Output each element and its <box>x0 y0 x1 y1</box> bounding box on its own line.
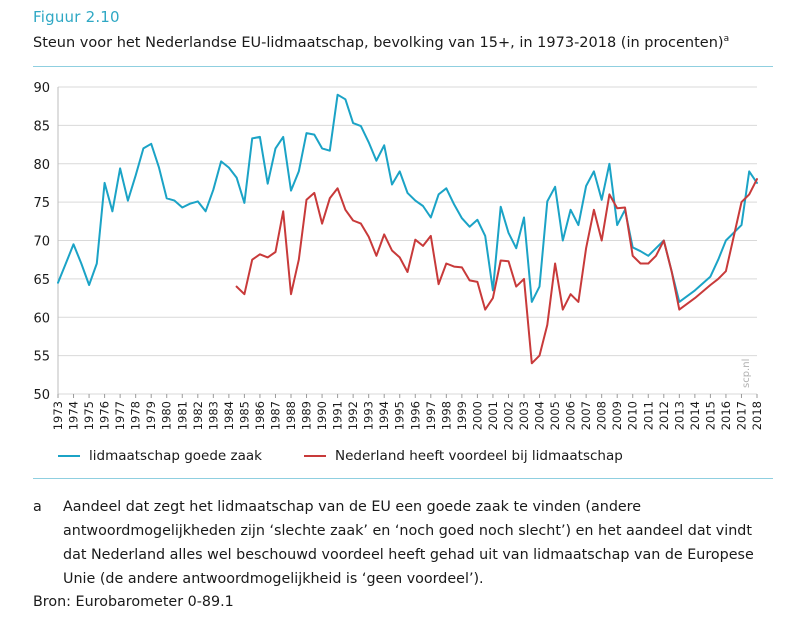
figure-title-text: Steun voor het Nederlandse EU-lidmaatsch… <box>33 34 724 51</box>
source-note: Bron: Eurobarometer 0-89.1 <box>33 594 234 610</box>
x-tick-label: 2018 <box>750 401 764 430</box>
x-tick-label: 1979 <box>144 401 158 430</box>
x-tick-label: 1986 <box>253 401 267 430</box>
x-tick-label: 1982 <box>191 401 205 430</box>
figure-title: Steun voor het Nederlandse EU-lidmaatsch… <box>33 34 778 51</box>
x-tick-label: 1991 <box>331 401 345 430</box>
x-tick-label: 1988 <box>284 401 298 430</box>
y-tick-label: 70 <box>33 235 50 250</box>
y-tick-label: 75 <box>33 196 50 211</box>
y-tick-label: 65 <box>33 273 50 288</box>
x-tick-label: 1977 <box>113 401 127 430</box>
x-tick-label: 2011 <box>641 401 655 430</box>
x-tick-label: 1983 <box>206 401 220 430</box>
title-footnote-mark: a <box>723 34 730 44</box>
legend: lidmaatschap goede zaak Nederland heeft … <box>58 448 665 464</box>
top-rule <box>33 66 773 67</box>
y-tick-label: 55 <box>33 350 50 365</box>
x-tick-label: 1989 <box>300 401 314 430</box>
x-tick-label: 1980 <box>160 401 174 430</box>
x-tick-label: 2013 <box>672 401 686 430</box>
x-tick-label: 2004 <box>533 401 547 430</box>
series-line-2 <box>235 178 758 365</box>
x-tick-label: 1996 <box>408 401 422 430</box>
series-line-1 <box>57 93 758 303</box>
x-tick-label: 2006 <box>564 401 578 430</box>
footnote-text: Aandeel dat zegt het lidmaatschap van de… <box>63 499 754 587</box>
y-tick-label: 50 <box>33 388 50 403</box>
x-tick-label: 1992 <box>346 401 360 430</box>
x-tick-label: 2007 <box>579 401 593 430</box>
x-tick-label: 2008 <box>595 401 609 430</box>
x-tick-label: 2002 <box>501 401 515 430</box>
x-tick-label: 2000 <box>470 401 484 430</box>
x-tick-label: 1978 <box>129 401 143 430</box>
x-tick-label: 1993 <box>362 401 376 430</box>
x-tick-label: 1995 <box>393 401 407 430</box>
x-tick-label: 1976 <box>98 401 112 430</box>
x-tick-label: 1984 <box>222 401 236 430</box>
legend-swatch-series1 <box>58 455 80 457</box>
x-tick-label: 1981 <box>175 401 189 430</box>
x-tick-label: 2010 <box>626 401 640 430</box>
x-tick-label: 1990 <box>315 401 329 430</box>
x-tick-label: 1994 <box>377 401 391 430</box>
x-tick-label: 2017 <box>734 401 748 430</box>
x-tick-label: 2009 <box>610 401 624 430</box>
figure-label: Figuur 2.10 <box>33 8 120 26</box>
x-tick-label: 1997 <box>424 401 438 430</box>
x-tick-label: 1975 <box>82 401 96 430</box>
y-tick-label: 80 <box>33 158 50 173</box>
y-tick-label: 85 <box>33 119 50 134</box>
x-tick-label: 2012 <box>657 401 671 430</box>
x-tick-label: 1999 <box>455 401 469 430</box>
legend-label-series2: Nederland heeft voordeel bij lidmaatscha… <box>334 448 623 464</box>
x-tick-label: 2015 <box>703 401 717 430</box>
x-tick-label: 2014 <box>688 401 702 430</box>
legend-rule <box>33 478 773 479</box>
footnote: a Aandeel dat zegt het lidmaatschap van … <box>33 495 763 591</box>
footnote-mark: a <box>33 499 42 515</box>
legend-swatch-series2 <box>303 455 326 457</box>
x-tick-label: 1973 <box>51 401 65 430</box>
x-tick-label: 1974 <box>67 401 81 430</box>
x-tick-label: 1998 <box>439 401 453 430</box>
y-tick-label: 90 <box>33 81 50 96</box>
x-tick-label: 1987 <box>268 401 282 430</box>
legend-item-series2: Nederland heeft voordeel bij lidmaatscha… <box>303 448 623 464</box>
legend-item-series1: lidmaatschap goede zaak <box>58 448 262 464</box>
x-tick-label: 2005 <box>548 401 562 430</box>
y-tick-label: 60 <box>33 311 50 326</box>
x-tick-label: 1985 <box>237 401 251 430</box>
watermark: scp.nl <box>741 359 752 388</box>
x-tick-label: 2016 <box>719 401 733 430</box>
legend-label-series1: lidmaatschap goede zaak <box>89 448 262 464</box>
x-tick-label: 2003 <box>517 401 531 430</box>
x-tick-label: 2001 <box>486 401 500 430</box>
